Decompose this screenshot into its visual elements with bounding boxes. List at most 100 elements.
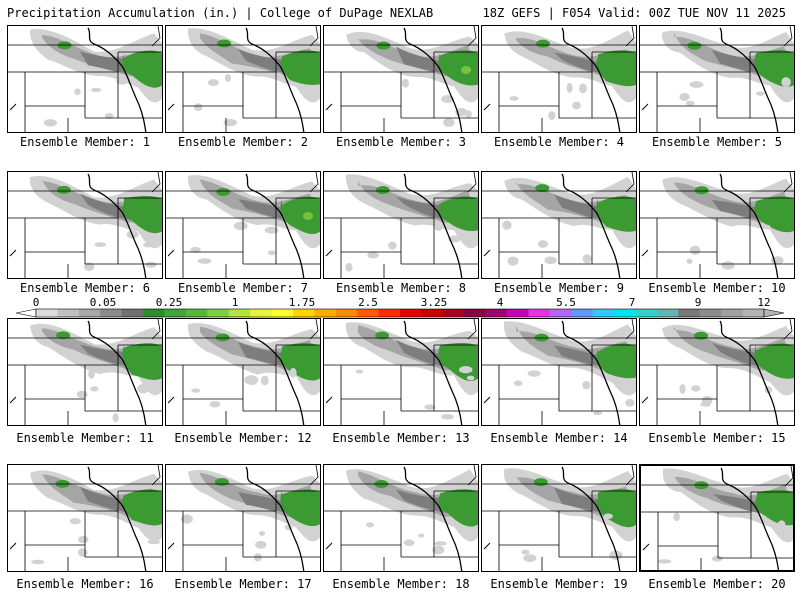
ensemble-member-label: Ensemble Member: 10 bbox=[648, 281, 786, 295]
precip-color-scale: 0 0.05 0.25 1 1.75 2.5 3.25 4 5.5 7 9 12 bbox=[15, 296, 785, 318]
color-scale-swatch bbox=[164, 309, 187, 317]
precip-map bbox=[166, 26, 320, 132]
precip-map bbox=[482, 465, 636, 571]
ensemble-map-panel[interactable] bbox=[165, 25, 321, 133]
precip-map bbox=[8, 465, 162, 571]
ensemble-member-label: Ensemble Member: 13 bbox=[332, 431, 470, 445]
color-scale-label: 2.5 bbox=[358, 296, 378, 309]
ensemble-member-label: Ensemble Member: 2 bbox=[177, 135, 309, 149]
ensemble-map-panel[interactable] bbox=[481, 171, 637, 279]
precip-map bbox=[324, 319, 478, 425]
color-scale-swatch bbox=[528, 309, 551, 317]
ensemble-map-panel[interactable] bbox=[639, 171, 795, 279]
color-scale-label: 4 bbox=[497, 296, 504, 309]
color-scale-swatch bbox=[400, 309, 422, 317]
ensemble-member-label: Ensemble Member: 9 bbox=[493, 281, 625, 295]
color-scale-swatch bbox=[549, 309, 572, 317]
run-info: 18Z GEFS | F054 Valid: 00Z TUE NOV 11 20… bbox=[482, 6, 786, 20]
color-scale-swatch bbox=[292, 309, 315, 317]
ensemble-map-panel[interactable] bbox=[481, 464, 637, 572]
precip-map bbox=[482, 319, 636, 425]
color-scale-swatch bbox=[678, 309, 701, 317]
precip-map bbox=[482, 26, 636, 132]
color-scale-swatch bbox=[314, 309, 337, 317]
ensemble-member-label: Ensemble Member: 7 bbox=[177, 281, 309, 295]
precip-map bbox=[166, 319, 320, 425]
color-scale-swatch bbox=[699, 309, 722, 317]
color-scale-label: 0.05 bbox=[90, 296, 117, 309]
color-scale-swatch bbox=[121, 309, 144, 317]
color-scale-label: 3.25 bbox=[421, 296, 448, 309]
color-scale-label: 0.25 bbox=[156, 296, 183, 309]
color-scale-swatch bbox=[507, 309, 529, 317]
precip-map bbox=[482, 172, 636, 278]
color-scale-swatch bbox=[378, 309, 401, 317]
color-scale-swatch bbox=[207, 309, 230, 317]
precip-map bbox=[324, 172, 478, 278]
color-scale-swatch bbox=[271, 309, 294, 317]
ensemble-member-label: Ensemble Member: 20 bbox=[648, 577, 786, 591]
color-scale-swatch bbox=[335, 309, 358, 317]
ensemble-member-label: Ensemble Member: 11 bbox=[16, 431, 154, 445]
ensemble-map-panel[interactable] bbox=[323, 464, 479, 572]
ensemble-member-label: Ensemble Member: 19 bbox=[490, 577, 628, 591]
ensemble-map-panel[interactable] bbox=[7, 464, 163, 572]
ensemble-map-panel[interactable] bbox=[165, 318, 321, 426]
color-scale-swatch bbox=[357, 309, 379, 317]
color-scale-swatch bbox=[721, 309, 743, 317]
precip-map bbox=[166, 172, 320, 278]
ensemble-member-label: Ensemble Member: 6 bbox=[19, 281, 151, 295]
ensemble-map-panel[interactable] bbox=[639, 318, 795, 426]
color-scale-label: 12 bbox=[757, 296, 770, 309]
color-scale-swatch bbox=[742, 309, 765, 317]
ensemble-map-panel[interactable] bbox=[165, 171, 321, 279]
precip-map bbox=[166, 465, 320, 571]
ensemble-member-label: Ensemble Member: 18 bbox=[332, 577, 470, 591]
precip-map bbox=[640, 172, 794, 278]
precip-map bbox=[640, 319, 794, 425]
ensemble-map-panel[interactable] bbox=[323, 25, 479, 133]
color-scale-swatch bbox=[571, 309, 594, 317]
precip-map bbox=[8, 172, 162, 278]
ensemble-map-panel[interactable] bbox=[7, 171, 163, 279]
ensemble-member-label: Ensemble Member: 8 bbox=[335, 281, 467, 295]
color-scale-swatch bbox=[656, 309, 679, 317]
color-scale-label: 1 bbox=[232, 296, 239, 309]
precip-map bbox=[8, 319, 162, 425]
ensemble-map-panel[interactable] bbox=[481, 318, 637, 426]
ensemble-map-panel[interactable] bbox=[7, 25, 163, 133]
ensemble-member-label: Ensemble Member: 12 bbox=[174, 431, 312, 445]
precip-map bbox=[640, 26, 794, 132]
ensemble-map-panel[interactable] bbox=[639, 464, 795, 572]
ensemble-member-label: Ensemble Member: 1 bbox=[19, 135, 151, 149]
color-scale-swatch bbox=[100, 309, 122, 317]
color-scale-swatch bbox=[485, 309, 508, 317]
color-scale-label: 9 bbox=[695, 296, 702, 309]
ensemble-map-panel[interactable] bbox=[323, 318, 479, 426]
color-scale-swatch bbox=[635, 309, 658, 317]
ensemble-map-panel[interactable] bbox=[481, 25, 637, 133]
color-scale-swatch bbox=[143, 309, 165, 317]
ensemble-map-panel[interactable] bbox=[323, 171, 479, 279]
map-title: Precipitation Accumulation (in.) | Colle… bbox=[7, 6, 434, 20]
ensemble-member-label: Ensemble Member: 17 bbox=[174, 577, 312, 591]
color-scale-swatch bbox=[185, 309, 208, 317]
color-scale-swatch bbox=[614, 309, 636, 317]
color-scale-swatch bbox=[442, 309, 465, 317]
ensemble-map-panel[interactable] bbox=[639, 25, 795, 133]
color-scale-label: 0 bbox=[33, 296, 40, 309]
ensemble-map-panel[interactable] bbox=[7, 318, 163, 426]
color-scale-swatch bbox=[36, 309, 58, 317]
color-scale-swatch bbox=[421, 309, 444, 317]
color-scale-swatch bbox=[464, 309, 486, 317]
ensemble-member-label: Ensemble Member: 15 bbox=[648, 431, 786, 445]
ensemble-member-label: Ensemble Member: 4 bbox=[493, 135, 625, 149]
precip-map bbox=[324, 26, 478, 132]
ensemble-member-label: Ensemble Member: 3 bbox=[335, 135, 467, 149]
color-scale-label: 7 bbox=[629, 296, 636, 309]
color-scale-label: 1.75 bbox=[289, 296, 316, 309]
ensemble-member-label: Ensemble Member: 16 bbox=[16, 577, 154, 591]
ensemble-member-label: Ensemble Member: 14 bbox=[490, 431, 628, 445]
ensemble-map-panel[interactable] bbox=[165, 464, 321, 572]
precip-map bbox=[641, 466, 793, 570]
